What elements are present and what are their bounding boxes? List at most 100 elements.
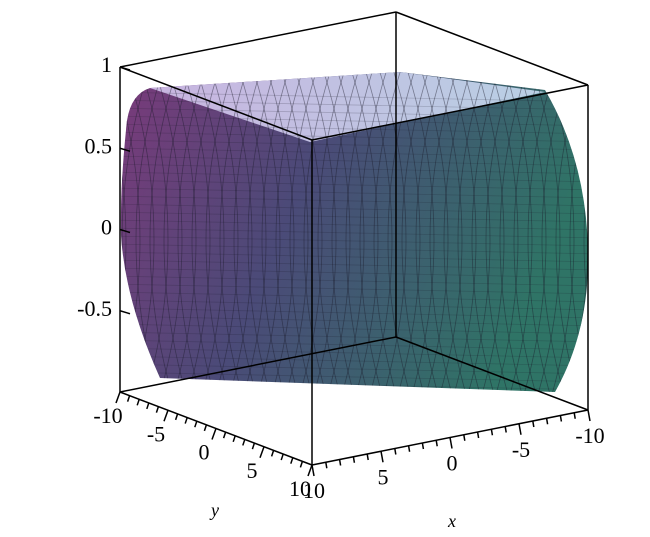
box-edge bbox=[395, 11, 589, 86]
mesh-line bbox=[120, 363, 589, 375]
mesh-line bbox=[120, 123, 589, 135]
mesh-line bbox=[149, 72, 181, 392]
mesh-line bbox=[110, 404, 600, 414]
mesh-line bbox=[120, 203, 589, 215]
mesh-line bbox=[54, 60, 84, 420]
mesh-line bbox=[120, 227, 589, 239]
mesh-line bbox=[10, 60, 40, 420]
mesh-line bbox=[221, 72, 253, 392]
y-tick-label: 10 bbox=[289, 476, 311, 501]
mesh-line bbox=[120, 299, 589, 311]
mesh-line bbox=[417, 72, 449, 392]
z-tick bbox=[119, 228, 131, 234]
mesh-line bbox=[0, 60, 12, 420]
x-tick bbox=[518, 423, 522, 435]
z-tick bbox=[119, 66, 131, 71]
x-axis-label: x bbox=[447, 511, 456, 531]
mesh-line bbox=[0, 60, 28, 420]
mesh-line bbox=[583, 72, 589, 392]
y-minor-tick bbox=[290, 457, 294, 464]
z-tick-label: 0.5 bbox=[85, 133, 113, 158]
mesh-line bbox=[263, 72, 295, 392]
mesh-line bbox=[80, 60, 110, 420]
z-tick-label: 0 bbox=[101, 215, 112, 240]
mesh-line bbox=[317, 72, 349, 392]
x-minor-tick bbox=[394, 448, 397, 455]
mesh-line bbox=[249, 72, 281, 392]
z-tick-label: 1 bbox=[101, 52, 112, 77]
mesh-line bbox=[26, 60, 56, 420]
mesh-line bbox=[585, 72, 589, 392]
mesh-line bbox=[68, 60, 98, 420]
mesh-line bbox=[110, 396, 600, 406]
x-tick bbox=[380, 451, 384, 463]
mesh-line bbox=[445, 72, 477, 392]
mesh-line bbox=[120, 331, 589, 343]
x-minor-tick bbox=[407, 445, 411, 452]
y-minor-tick bbox=[222, 431, 227, 439]
mesh-line bbox=[120, 347, 589, 359]
mesh-line bbox=[191, 72, 223, 392]
y-minor-tick bbox=[242, 439, 246, 446]
mesh-line bbox=[291, 72, 323, 392]
mesh-line bbox=[120, 219, 589, 231]
box-edge bbox=[119, 336, 397, 393]
mesh-line bbox=[120, 147, 589, 159]
z-tick bbox=[119, 147, 131, 152]
x-minor-tick bbox=[559, 415, 563, 422]
y-tick bbox=[115, 391, 121, 404]
x-minor-tick bbox=[366, 453, 369, 461]
mesh-line bbox=[193, 72, 225, 392]
mesh-line bbox=[612, 60, 642, 420]
mesh-line bbox=[120, 235, 589, 247]
mesh-line bbox=[513, 72, 545, 392]
x-tick-label: 5 bbox=[378, 464, 389, 489]
y-tick-label: 0 bbox=[199, 440, 210, 465]
mesh-line bbox=[120, 155, 589, 167]
x-minor-tick bbox=[532, 420, 535, 428]
mesh-line bbox=[429, 72, 461, 392]
mesh-line bbox=[628, 60, 650, 420]
x-minor-tick bbox=[421, 442, 425, 450]
mesh-line bbox=[120, 139, 589, 151]
box-edge bbox=[119, 11, 397, 68]
mesh-line bbox=[38, 60, 68, 420]
mesh-line bbox=[375, 72, 407, 392]
mesh-line bbox=[289, 72, 321, 392]
x-tick-label: -5 bbox=[512, 437, 530, 462]
mesh-line bbox=[120, 131, 589, 143]
mesh-line bbox=[303, 72, 335, 392]
mesh-line bbox=[163, 72, 195, 392]
x-tick bbox=[311, 464, 315, 477]
mesh-line bbox=[443, 72, 475, 392]
y-tick bbox=[259, 446, 265, 459]
mesh-line bbox=[120, 195, 589, 207]
surface-top bbox=[150, 72, 545, 142]
mesh-line bbox=[331, 72, 363, 392]
mesh-line bbox=[177, 72, 209, 392]
mesh-line bbox=[277, 72, 309, 392]
y-minor-tick bbox=[232, 435, 236, 443]
mesh-line bbox=[614, 60, 644, 420]
mesh-line bbox=[120, 259, 589, 271]
y-minor-tick bbox=[155, 406, 160, 413]
mesh-line bbox=[120, 275, 589, 287]
mesh-line bbox=[499, 72, 531, 392]
mesh-line bbox=[120, 251, 589, 263]
mesh-line bbox=[431, 72, 463, 392]
box-edge bbox=[311, 84, 589, 141]
mesh-line bbox=[527, 72, 559, 392]
mesh-line bbox=[120, 267, 589, 279]
x-minor-tick bbox=[476, 431, 480, 439]
mesh-line bbox=[120, 355, 589, 367]
mesh-line bbox=[347, 72, 379, 392]
x-tick-label: -10 bbox=[575, 423, 604, 448]
mesh-line bbox=[361, 72, 393, 392]
y-tick-label: 5 bbox=[247, 458, 258, 483]
z-tick-label: -0.5 bbox=[77, 296, 112, 321]
mesh-line bbox=[82, 60, 112, 420]
mesh-line bbox=[120, 179, 589, 191]
y-minor-tick bbox=[270, 450, 275, 457]
x-tick-label: 0 bbox=[447, 451, 458, 476]
